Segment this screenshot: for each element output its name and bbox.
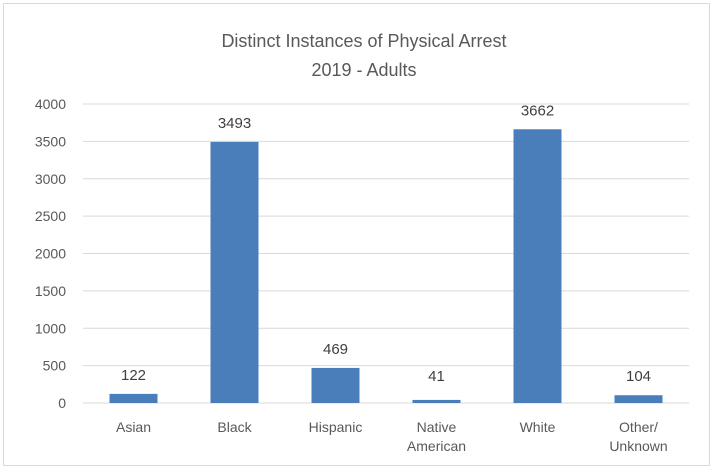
- x-tick-label: Black: [217, 419, 252, 435]
- bar: [614, 395, 663, 403]
- bar: [513, 129, 562, 403]
- bar: [109, 393, 158, 403]
- gridlines: [83, 103, 689, 404]
- x-axis-categories: Asian Black Hispanic Native American White Oth…: [116, 419, 668, 454]
- bars: [109, 129, 663, 403]
- y-axis-ticks: 0 500 1000 1500 2000 2500 3000 3500 4000: [35, 96, 66, 411]
- y-tick-label: 2500: [35, 208, 66, 224]
- x-tick-label: Other/Unknown: [609, 419, 667, 454]
- y-tick-label: 3000: [35, 171, 66, 187]
- y-tick-label: 2000: [35, 246, 66, 262]
- x-tick-label: Hispanic: [309, 419, 363, 435]
- data-label: 122: [121, 367, 146, 384]
- x-tick-label: Native American: [407, 419, 466, 454]
- chart-subtitle: 2019 - Adults: [311, 60, 416, 80]
- y-tick-label: 0: [58, 395, 66, 411]
- bar: [311, 367, 360, 403]
- data-labels: 122 3493 469 41 3662 104: [121, 102, 651, 385]
- y-tick-label: 3500: [35, 133, 66, 149]
- data-label: 3662: [521, 102, 554, 119]
- chart-title: Distinct Instances of Physical Arrest: [221, 31, 506, 51]
- bar: [412, 399, 461, 403]
- data-label: 3493: [218, 115, 251, 132]
- y-tick-label: 1500: [35, 283, 66, 299]
- y-tick-label: 4000: [35, 96, 66, 112]
- bar: [210, 141, 259, 403]
- x-tick-label: White: [520, 419, 556, 435]
- y-tick-label: 1000: [35, 320, 66, 336]
- x-tick-label: Asian: [116, 419, 151, 435]
- data-label: 41: [428, 368, 445, 385]
- data-label: 104: [626, 368, 651, 385]
- data-label: 469: [323, 341, 348, 358]
- y-tick-label: 500: [43, 358, 67, 374]
